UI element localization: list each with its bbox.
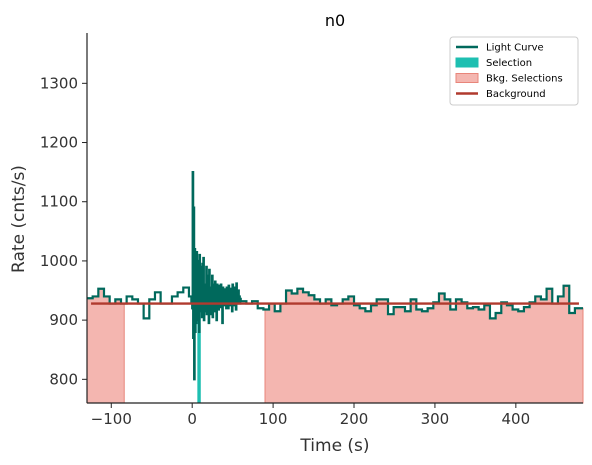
y-tick-label: 1100 [40, 193, 78, 211]
legend-label: Light Curve [486, 43, 544, 54]
x-tick-label: 0 [187, 410, 197, 428]
y-axis-label: Rate (cnts/s) [9, 165, 29, 273]
x-axis: −100 0 100 200 300 400 [87, 402, 583, 428]
legend-label: Background [486, 89, 546, 100]
y-tick-label: 1200 [40, 134, 78, 152]
legend: Light Curve Selection Bkg. Selections Backg… [449, 36, 579, 106]
y-tick-label: 1000 [40, 252, 78, 270]
light-curve-line [87, 171, 583, 381]
legend-swatch [455, 57, 479, 68]
x-tick-label: 100 [259, 410, 288, 428]
y-axis: 800 900 1000 1100 1200 1300 [40, 33, 88, 403]
y-tick-label: 1300 [40, 74, 78, 92]
x-tick-label: 300 [421, 410, 450, 428]
x-tick-label: −100 [91, 410, 132, 428]
plot-area [86, 171, 584, 404]
legend-label: Selection [486, 58, 532, 69]
y-tick-label: 900 [49, 311, 78, 329]
bkg-selection-region-1 [86, 288, 125, 404]
legend-swatch [455, 73, 479, 83]
x-axis-label: Time (s) [299, 436, 369, 456]
x-tick-label: 400 [502, 410, 531, 428]
legend-box [449, 36, 579, 106]
x-tick-label: 200 [340, 410, 369, 428]
chart-title: n0 [325, 11, 345, 30]
legend-label: Bkg. Selections [486, 74, 563, 85]
y-tick-label: 800 [49, 370, 78, 388]
